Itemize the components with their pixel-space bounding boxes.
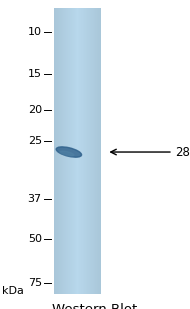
Bar — [96, 8, 97, 294]
Bar — [65, 8, 66, 294]
Bar — [85, 8, 86, 294]
Bar — [93, 8, 94, 294]
Bar — [57, 8, 58, 294]
Bar — [61, 8, 62, 294]
Bar — [58, 8, 59, 294]
Bar — [95, 8, 96, 294]
Bar — [97, 8, 98, 294]
Text: 10: 10 — [28, 28, 42, 37]
Text: 25: 25 — [28, 136, 42, 146]
Bar — [71, 8, 72, 294]
Ellipse shape — [56, 147, 82, 157]
Text: 20: 20 — [28, 105, 42, 115]
Bar — [83, 8, 84, 294]
Bar — [79, 8, 80, 294]
Bar — [84, 8, 85, 294]
Bar — [64, 8, 65, 294]
Bar — [74, 8, 75, 294]
Bar — [81, 8, 82, 294]
Bar — [56, 8, 57, 294]
Text: Western Blot: Western Blot — [52, 303, 138, 309]
Bar — [88, 8, 89, 294]
Bar — [63, 8, 64, 294]
Bar — [89, 8, 90, 294]
Bar — [73, 8, 74, 294]
Bar — [68, 8, 69, 294]
Bar — [75, 8, 76, 294]
Bar — [60, 8, 61, 294]
Bar — [91, 8, 92, 294]
Text: 28kDa: 28kDa — [175, 146, 190, 159]
Bar — [78, 8, 79, 294]
Bar — [72, 8, 73, 294]
Bar — [70, 8, 71, 294]
Bar — [94, 8, 95, 294]
Bar — [55, 8, 56, 294]
Bar — [82, 8, 83, 294]
Bar — [67, 8, 68, 294]
Text: 15: 15 — [28, 69, 42, 79]
Bar — [90, 8, 91, 294]
Bar — [100, 8, 101, 294]
Ellipse shape — [60, 151, 74, 156]
Bar — [76, 8, 77, 294]
Bar — [77, 8, 78, 294]
Bar — [66, 8, 67, 294]
Text: kDa: kDa — [2, 286, 24, 296]
Bar — [86, 8, 87, 294]
Bar — [59, 8, 60, 294]
Bar — [54, 8, 55, 294]
Text: 37: 37 — [28, 194, 42, 204]
Bar — [99, 8, 100, 294]
Text: 50: 50 — [28, 235, 42, 244]
Bar — [87, 8, 88, 294]
Bar — [80, 8, 81, 294]
Bar — [62, 8, 63, 294]
Bar — [69, 8, 70, 294]
Text: 75: 75 — [28, 278, 42, 288]
Bar — [92, 8, 93, 294]
Bar — [98, 8, 99, 294]
